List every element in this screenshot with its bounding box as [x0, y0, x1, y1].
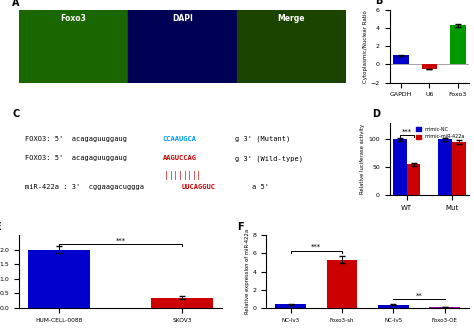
Text: miR-422a : 3'  cggaagacuggga: miR-422a : 3' cggaagacuggga — [26, 184, 145, 190]
Y-axis label: Relative expression of miR-422a: Relative expression of miR-422a — [245, 229, 249, 314]
Bar — [378, 305, 409, 308]
Bar — [421, 65, 437, 69]
Bar — [393, 55, 409, 65]
Text: F: F — [237, 221, 244, 232]
Bar — [19, 10, 128, 83]
Text: AAGUCCAG: AAGUCCAG — [163, 155, 197, 161]
Text: ***: *** — [401, 128, 412, 134]
Bar — [438, 139, 452, 195]
Text: B: B — [375, 0, 383, 6]
Text: |: | — [174, 171, 177, 180]
Text: a 5': a 5' — [252, 184, 269, 190]
Bar — [128, 10, 237, 83]
Y-axis label: Relative luciferase activity: Relative luciferase activity — [360, 124, 365, 194]
Bar — [327, 260, 357, 308]
Text: |: | — [170, 171, 173, 180]
Text: UUCAGGUC: UUCAGGUC — [182, 184, 216, 190]
Text: A: A — [12, 0, 20, 9]
Text: E: E — [0, 221, 1, 232]
Text: ***: *** — [311, 244, 321, 250]
Text: |: | — [183, 171, 186, 180]
Text: Merge: Merge — [277, 14, 305, 23]
Text: D: D — [372, 109, 380, 119]
Bar — [450, 25, 465, 65]
Text: |: | — [188, 171, 191, 180]
Text: g 3' (Wild-type): g 3' (Wild-type) — [235, 155, 302, 162]
Text: |: | — [179, 171, 182, 180]
Text: DAPI: DAPI — [172, 14, 193, 23]
Text: **: ** — [416, 292, 422, 298]
Text: ***: *** — [116, 237, 126, 243]
Text: Foxo3: Foxo3 — [61, 14, 86, 23]
Text: FOXO3: 5'  acagaguuggaug: FOXO3: 5' acagaguuggaug — [26, 136, 128, 142]
Bar — [452, 142, 465, 195]
Text: |: | — [193, 171, 195, 180]
Text: C: C — [12, 109, 20, 119]
Text: g 3' (Mutant): g 3' (Mutant) — [235, 136, 290, 142]
Text: |: | — [165, 171, 168, 180]
Y-axis label: Cytoplasmic/Nuclear Ratio: Cytoplasmic/Nuclear Ratio — [363, 10, 368, 83]
Bar — [151, 298, 213, 308]
Text: CCAAUGCA: CCAAUGCA — [163, 136, 197, 142]
Text: FOXO3: 5'  acagaguuggaug: FOXO3: 5' acagaguuggaug — [26, 155, 128, 161]
Bar — [28, 250, 90, 308]
Legend: mimic-NC, mimic-miR-422a: mimic-NC, mimic-miR-422a — [414, 125, 467, 141]
Bar — [237, 10, 346, 83]
Bar — [429, 307, 460, 308]
Bar — [407, 165, 420, 195]
Bar — [275, 304, 306, 308]
Bar — [393, 139, 407, 195]
Text: |: | — [197, 171, 200, 180]
